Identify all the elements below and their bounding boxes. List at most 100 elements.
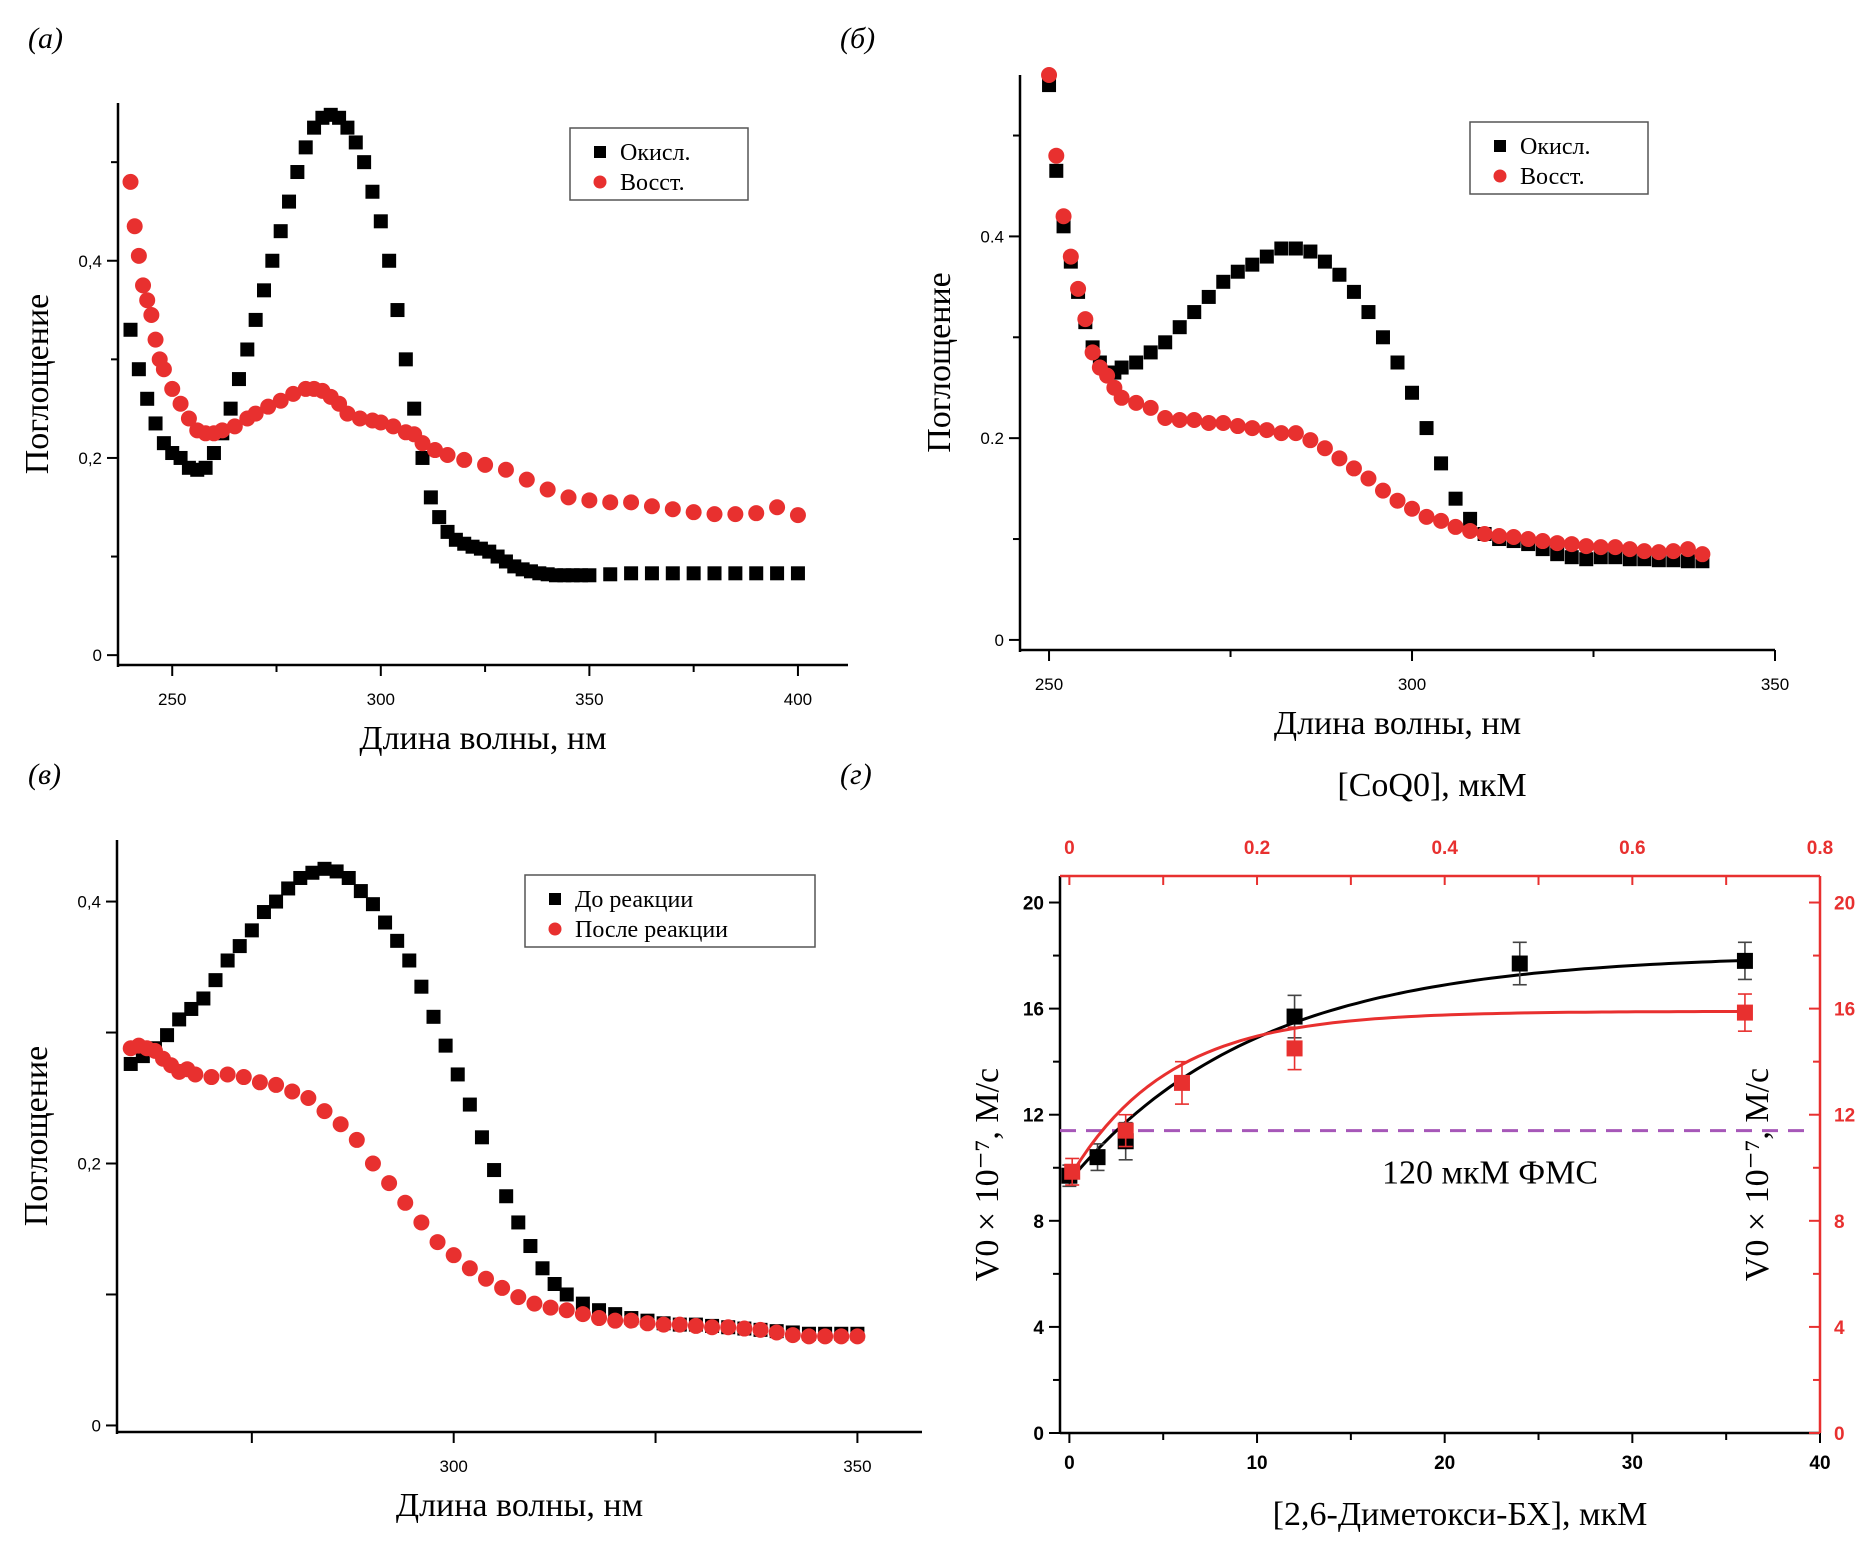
data-point	[397, 1194, 414, 1211]
data-point	[1048, 147, 1065, 164]
top-x-tick-label: 0.8	[1807, 838, 1833, 859]
data-point	[1230, 264, 1245, 279]
data-point	[602, 494, 619, 511]
data-point	[655, 1316, 672, 1333]
data-point	[499, 1189, 514, 1204]
data-point	[439, 446, 456, 463]
data-point	[139, 292, 156, 309]
top-x-axis-title: [CoQ0], мкМ	[1337, 767, 1526, 804]
data-point	[290, 165, 305, 180]
data-point	[542, 1299, 559, 1316]
legend-label: Окисл.	[620, 140, 690, 166]
x-tick-label: 350	[1761, 675, 1789, 694]
data-point	[1433, 512, 1450, 529]
data-point	[720, 1319, 737, 1336]
data-point	[1419, 421, 1434, 436]
data-point	[282, 194, 297, 209]
data-point	[219, 1066, 236, 1083]
data-point	[223, 401, 238, 416]
data-point	[1694, 546, 1711, 563]
data-point	[390, 933, 405, 948]
y-tick-label: 20	[1023, 894, 1044, 915]
data-point	[494, 1279, 511, 1296]
data-point	[143, 306, 160, 323]
data-point	[187, 1066, 204, 1083]
y-tick-label: 0,4	[78, 252, 102, 271]
panel-c: (в) 300 350 0 0,2 0,4 Длина волны, нм Поглощени…	[18, 758, 922, 1524]
data-point	[273, 224, 288, 239]
data-point	[1286, 1040, 1303, 1057]
y-tick-label: 16	[1023, 1000, 1044, 1021]
data-point	[461, 1260, 478, 1277]
data-point	[1520, 531, 1537, 548]
data-point	[644, 566, 659, 581]
data-point	[226, 418, 243, 435]
data-point	[1173, 1074, 1190, 1091]
legend-label: Восст.	[1520, 164, 1585, 190]
data-point	[800, 1328, 817, 1345]
data-point	[160, 1028, 175, 1043]
data-point	[373, 214, 388, 229]
data-point	[414, 979, 429, 994]
top-x-tick-label: 0.2	[1244, 838, 1270, 859]
y-tick-label: 4	[1033, 1318, 1044, 1339]
data-point	[1077, 311, 1094, 328]
top-x-tick-label: 0.6	[1619, 838, 1645, 859]
y-tick-label: 0,2	[78, 449, 102, 468]
data-point	[474, 1130, 489, 1145]
data-point	[685, 504, 702, 521]
data-point	[1346, 284, 1361, 299]
data-point	[427, 442, 444, 459]
data-point	[671, 1316, 688, 1333]
data-point	[518, 471, 535, 488]
data-point	[1579, 552, 1594, 567]
data-point	[184, 1001, 199, 1016]
series-black	[1061, 941, 1753, 1188]
legend-circle-icon	[593, 175, 607, 189]
data-point	[1143, 345, 1158, 360]
data-point	[1448, 491, 1463, 506]
data-point	[1317, 254, 1332, 269]
data-point	[1316, 440, 1333, 457]
data-point	[247, 405, 264, 422]
data-point	[131, 362, 146, 377]
data-point	[1564, 550, 1579, 565]
data-point	[1389, 492, 1406, 509]
data-point	[198, 460, 213, 475]
data-point	[1434, 456, 1449, 471]
data-point	[560, 489, 577, 506]
data-point	[1375, 330, 1390, 345]
legend: До реакции После реакции	[524, 874, 816, 948]
data-point	[1229, 418, 1246, 435]
data-point	[1287, 425, 1304, 442]
data-point	[547, 1277, 562, 1291]
data-point	[707, 566, 722, 581]
data-point	[268, 1076, 285, 1093]
data-point	[381, 1175, 398, 1192]
top-x-tick-label: 0	[1064, 838, 1075, 859]
data-point	[784, 1327, 801, 1344]
data-point	[1636, 543, 1653, 560]
data-point	[1117, 1122, 1134, 1139]
data-point	[770, 566, 785, 581]
right-y-tick-label: 12	[1834, 1106, 1855, 1127]
data-point	[172, 395, 189, 412]
data-point	[1332, 267, 1347, 282]
data-point	[413, 1214, 430, 1231]
x-axis-title: [2,6-Диметокси-БХ], мкМ	[1273, 1496, 1648, 1533]
data-point	[272, 392, 289, 409]
data-point	[574, 1306, 591, 1323]
data-point	[140, 391, 155, 406]
data-point	[1129, 355, 1144, 370]
data-point	[1286, 1008, 1303, 1025]
data-point	[1274, 241, 1289, 256]
x-tick-label: 400	[784, 690, 812, 709]
data-point	[203, 1069, 220, 1086]
x-tick-label: 40	[1809, 1453, 1830, 1474]
series-black-squares	[123, 107, 805, 583]
data-point	[123, 1056, 138, 1071]
data-point	[382, 253, 397, 268]
x-tick-label: 350	[575, 690, 603, 709]
data-point	[1405, 385, 1420, 400]
data-point	[1650, 544, 1667, 561]
